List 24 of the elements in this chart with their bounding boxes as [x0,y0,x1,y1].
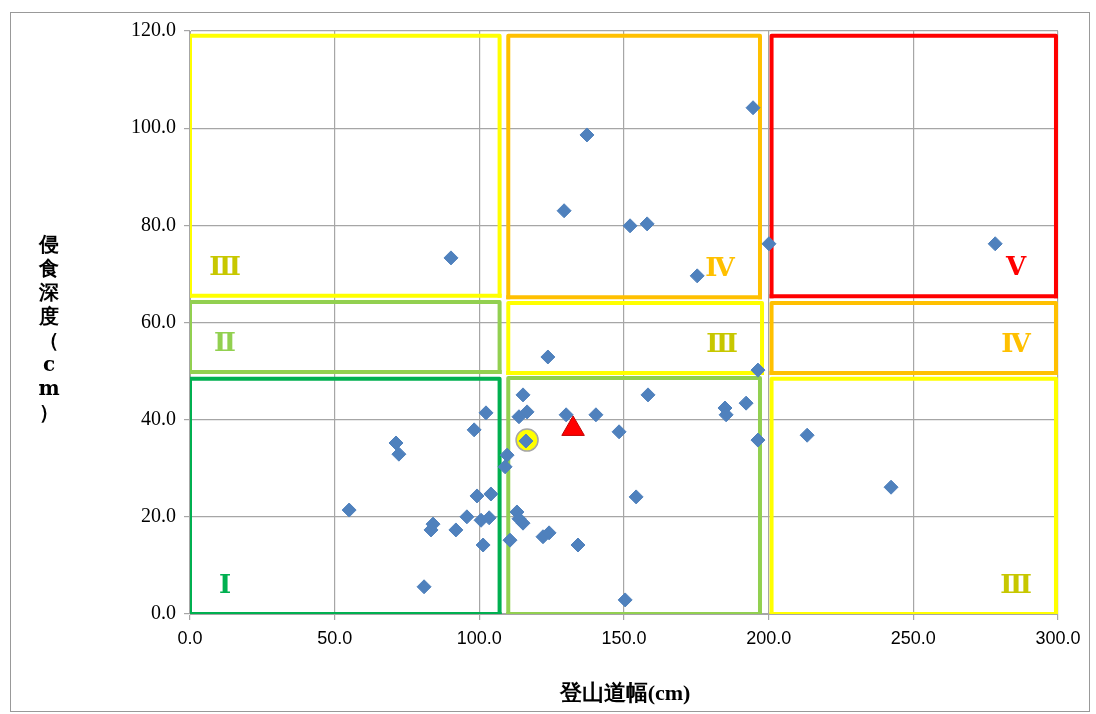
y-tick-label: 100.0 [131,115,176,138]
x-tick-label: 200.0 [746,627,792,648]
x-tick-label: 100.0 [456,627,502,648]
y-tick-label: 80.0 [141,212,176,235]
series-label: Ⅲ [209,250,241,281]
y-tick-label: 40.0 [141,406,176,429]
x-tick-label: 150.0 [601,627,647,648]
y-tick-label: 0.0 [151,601,176,624]
series-label: Ⅲ [706,327,738,358]
series-label: Ⅰ [218,568,232,599]
y-axis-title: 侵食深度（cm） [37,232,61,424]
x-tick-label: 250.0 [890,627,936,648]
series-label: Ⅳ [1001,327,1032,358]
series-label: Ⅴ [1004,251,1027,282]
x-axis-title: 登山道幅(cm) [558,679,692,707]
x-tick-label: 50.0 [317,627,353,648]
x-tick-label: 0.0 [177,627,203,648]
series-label: Ⅳ [705,251,736,282]
y-tick-label: 60.0 [141,309,176,332]
x-tick-label: 300.0 [1035,627,1081,648]
series-label: Ⅱ [214,326,236,357]
series-label: Ⅲ [1000,568,1032,599]
y-tick-label: 120.0 [131,18,176,41]
y-tick-label: 20.0 [141,504,176,527]
